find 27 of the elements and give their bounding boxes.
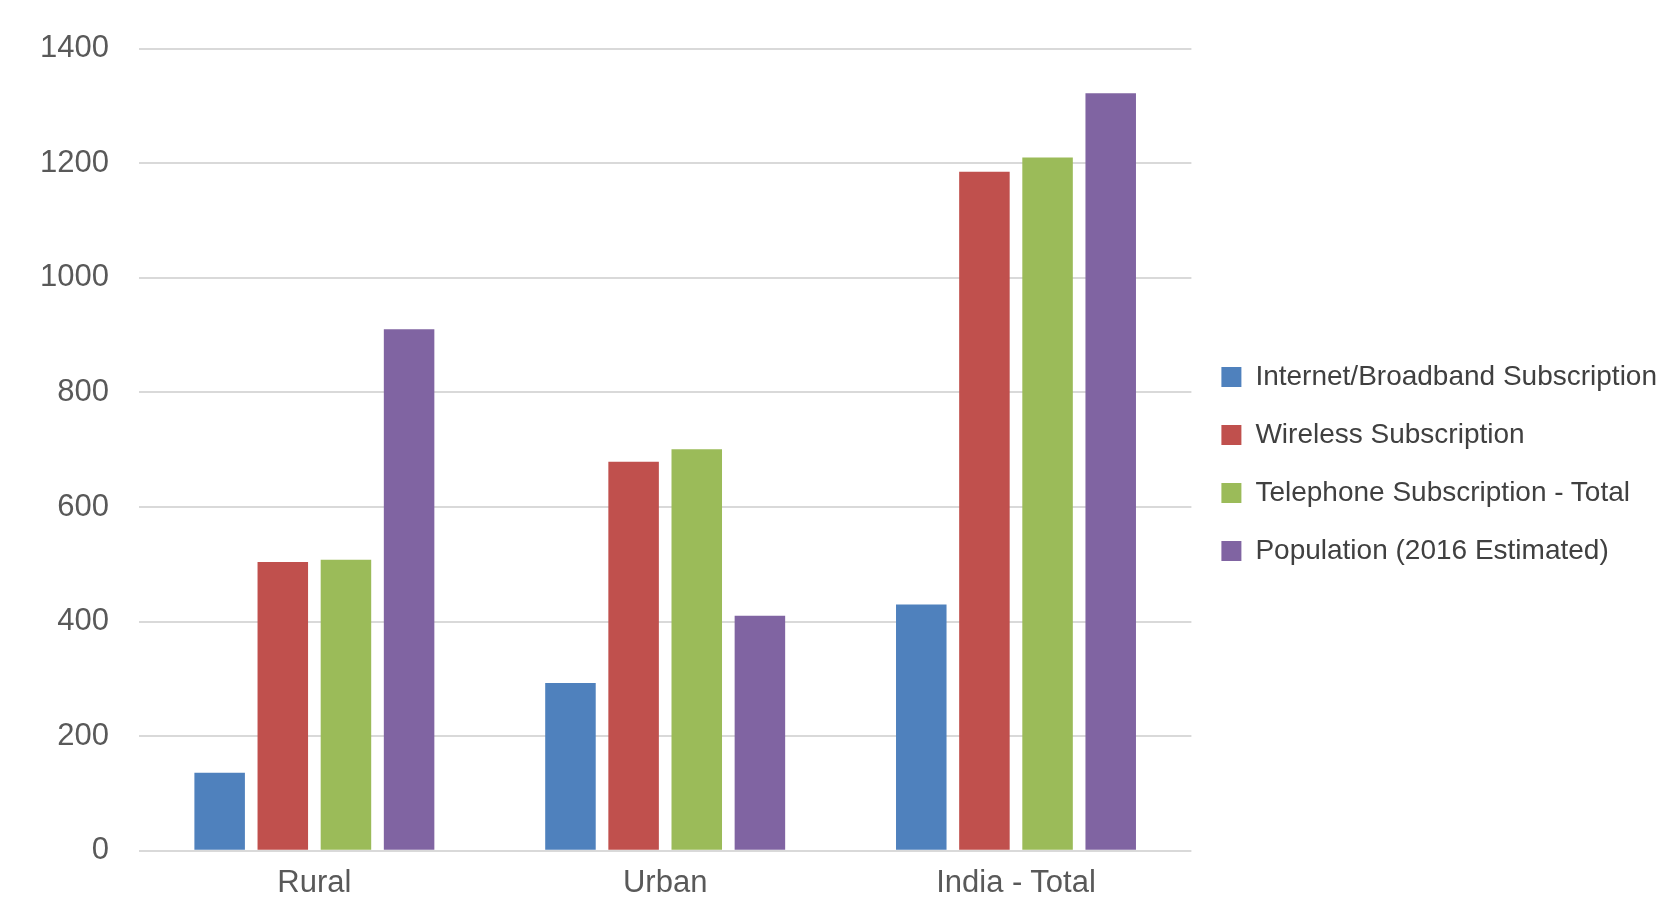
bar	[1085, 93, 1136, 850]
bar	[194, 772, 245, 850]
x-tick-label: Urban	[622, 863, 708, 899]
legend-label: Population (2016 Estimated)	[1255, 533, 1609, 565]
bar	[608, 461, 659, 850]
bar	[959, 171, 1010, 850]
y-tick-label: 1400	[39, 29, 109, 65]
y-tick-label: 200	[57, 716, 109, 752]
y-tick-label: 1200	[39, 143, 109, 179]
legend-label: Telephone Subscription - Total	[1255, 475, 1631, 507]
y-tick-label: 400	[57, 602, 109, 638]
bar	[734, 615, 786, 850]
y-tick-label: 0	[91, 831, 109, 867]
x-tick-label: India - Total	[936, 863, 1096, 899]
y-tick-label: 800	[57, 372, 109, 408]
bar	[257, 562, 309, 850]
legend-label: Internet/Broadband Subscription	[1255, 359, 1658, 391]
y-tick-label: 600	[57, 487, 109, 523]
bar	[545, 682, 596, 850]
bar	[383, 329, 435, 850]
y-tick-label: 1000	[39, 258, 109, 294]
x-tick-label: Rural	[277, 863, 352, 899]
bar	[320, 559, 372, 850]
bar	[1022, 157, 1073, 850]
legend-label: Wireless Subscription	[1255, 417, 1525, 449]
bar	[671, 449, 723, 850]
bar	[896, 604, 947, 850]
